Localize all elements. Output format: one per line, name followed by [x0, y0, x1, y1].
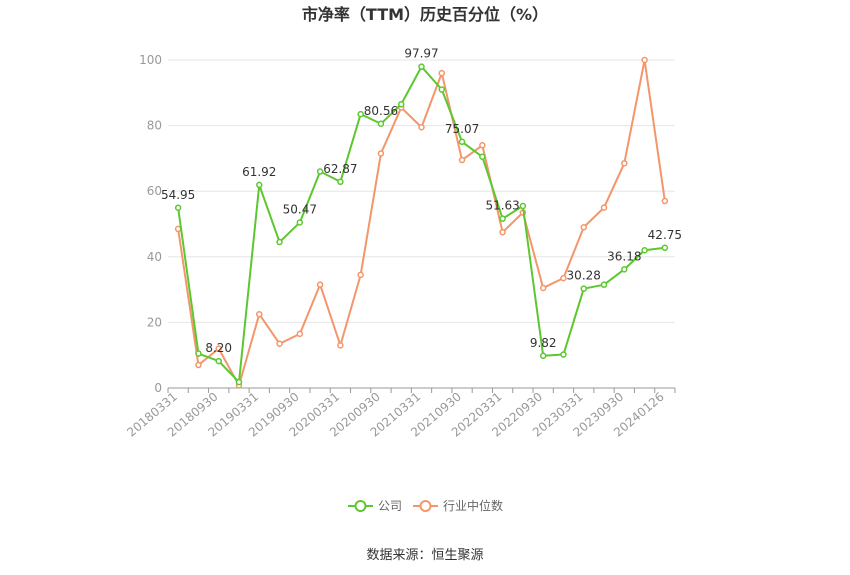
data-point[interactable]	[641, 246, 648, 254]
legend-swatch-company-marker	[354, 500, 367, 512]
data-point[interactable]	[276, 340, 283, 347]
series-line-0	[177, 65, 665, 384]
data-point[interactable]	[397, 101, 405, 108]
data-point[interactable]	[316, 168, 324, 175]
legend-swatch-industry-marker	[419, 500, 432, 512]
y-tick-label: 40	[147, 250, 162, 264]
data-point[interactable]	[377, 150, 385, 157]
data-point[interactable]	[499, 228, 506, 236]
data-point[interactable]	[600, 204, 608, 211]
legend-label-company: 公司	[378, 499, 402, 513]
data-point[interactable]	[316, 281, 324, 288]
data-label: 62.87	[323, 162, 357, 176]
data-point[interactable]	[580, 224, 587, 231]
data-point[interactable]	[296, 330, 304, 338]
data-label: 97.97	[404, 47, 438, 61]
y-tick-label: 20	[147, 315, 162, 329]
data-point[interactable]	[256, 310, 263, 318]
data-point[interactable]	[539, 284, 547, 292]
data-point[interactable]	[641, 56, 648, 64]
data-point[interactable]	[499, 215, 506, 222]
data-point[interactable]	[215, 345, 222, 352]
data-label: 42.75	[648, 228, 682, 242]
data-label: 54.95	[161, 188, 195, 202]
data-point[interactable]	[256, 181, 263, 189]
data-labels: 54.95 8.20 61.92 50.47 62.87 80.56 97.97 75.07 5…	[161, 47, 682, 355]
data-point[interactable]	[560, 274, 567, 282]
data-point[interactable]	[276, 238, 283, 246]
y-tick-label: 100	[139, 53, 162, 67]
data-point[interactable]	[458, 156, 466, 164]
y-tick-label: 0	[154, 381, 162, 395]
chart-title: 市净率（TTM）历史百分位（%）	[302, 5, 548, 24]
data-point[interactable]	[661, 197, 669, 205]
y-tick-label: 60	[147, 184, 162, 198]
data-point[interactable]	[519, 202, 527, 210]
data-label: 9.82	[530, 336, 557, 350]
data-point[interactable]	[195, 361, 202, 369]
data-point[interactable]	[539, 352, 547, 360]
data-point[interactable]	[357, 271, 364, 279]
data-point[interactable]	[560, 351, 567, 358]
x-axis: 2018033120180930201903312019093020200331…	[124, 387, 676, 440]
data-point[interactable]	[418, 63, 425, 70]
data-point[interactable]	[195, 350, 202, 357]
data-point[interactable]	[458, 138, 466, 146]
data-label: 8.20	[205, 341, 232, 355]
data-label: 61.92	[242, 165, 276, 179]
y-tick-label: 80	[147, 119, 162, 133]
data-point[interactable]	[377, 120, 385, 128]
y-axis: 0 20 40 60 80 100	[139, 53, 162, 395]
legend: 公司 行业中位数	[348, 498, 503, 513]
data-point[interactable]	[661, 244, 669, 252]
data-point[interactable]	[621, 160, 628, 167]
data-point[interactable]	[621, 266, 628, 273]
data-point[interactable]	[438, 86, 446, 93]
data-point[interactable]	[337, 342, 344, 349]
data-label: 36.18	[607, 249, 641, 263]
legend-label-industry: 行业中位数	[443, 498, 503, 513]
data-label: 75.07	[445, 122, 479, 136]
data-point[interactable]	[357, 110, 364, 118]
data-point[interactable]	[479, 153, 486, 161]
data-point[interactable]	[600, 281, 608, 288]
data-label: 51.63	[485, 199, 519, 213]
data-point[interactable]	[215, 357, 222, 365]
data-point[interactable]	[479, 142, 486, 149]
data-point[interactable]	[296, 219, 304, 226]
grid-lines	[168, 59, 675, 323]
data-point[interactable]	[418, 123, 425, 131]
series-group	[174, 56, 669, 389]
data-point[interactable]	[337, 178, 344, 186]
data-label: 50.47	[283, 202, 317, 216]
data-point[interactable]	[438, 69, 446, 77]
data-point[interactable]	[174, 204, 182, 212]
legend-item-industry[interactable]: 行业中位数	[413, 498, 503, 513]
data-point[interactable]	[235, 378, 243, 386]
legend-item-company[interactable]: 公司	[348, 499, 402, 513]
series-line-1	[177, 59, 666, 387]
data-point[interactable]	[580, 285, 587, 292]
data-label: 80.56	[364, 104, 398, 118]
data-source: 数据来源：恒生聚源	[366, 548, 483, 563]
data-label: 30.28	[567, 269, 601, 283]
